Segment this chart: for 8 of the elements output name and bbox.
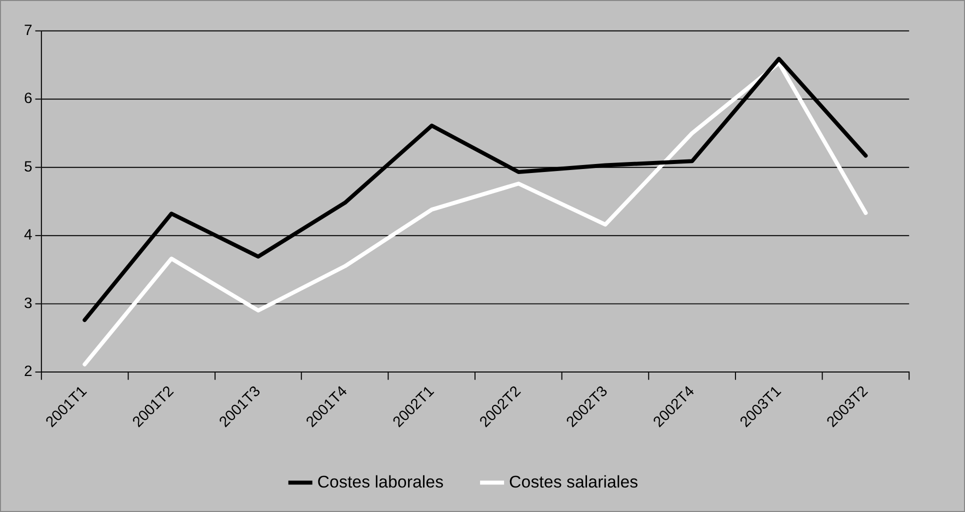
legend-label: Costes salariales: [509, 472, 638, 492]
y-tick-label: 5: [24, 158, 32, 176]
y-tick-label: 2: [24, 362, 32, 380]
y-tick-label: 4: [24, 226, 32, 244]
y-tick-label: 7: [24, 22, 32, 40]
y-tick-label: 6: [24, 90, 32, 108]
y-tick-label: 3: [24, 294, 32, 312]
legend-label: Costes laborales: [317, 472, 444, 492]
